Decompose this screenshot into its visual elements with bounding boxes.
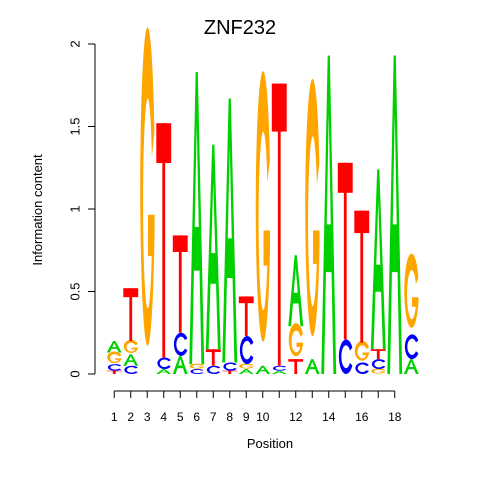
logo-letter-A	[321, 55, 337, 375]
logo-letter-A	[403, 359, 419, 374]
logo-letter-T	[238, 296, 254, 337]
logo-letter-T	[271, 83, 287, 366]
y-tick-label: 0.5	[68, 282, 83, 300]
logo-letter-C	[190, 369, 204, 374]
x-tick-label: 16	[355, 410, 369, 424]
x-tick-label: 3	[144, 410, 151, 424]
logo-letter-T	[205, 349, 221, 366]
y-tick-label: 1.5	[68, 117, 83, 135]
logo-letter-G	[371, 368, 386, 374]
logo-letter-C	[107, 364, 122, 371]
y-tick-label: 1	[68, 205, 83, 212]
x-tick-label: 4	[160, 410, 167, 424]
logo-letter-G	[107, 351, 122, 364]
logo-letter-C	[157, 357, 171, 370]
x-tick-label: 2	[127, 410, 134, 424]
logo-letter-G	[255, 71, 271, 342]
x-tick-label: 7	[210, 410, 217, 424]
logo-letter-G	[189, 363, 205, 369]
logo-letter-T	[106, 370, 122, 374]
logo-letter-A	[123, 354, 139, 366]
logo-letter-G	[288, 323, 304, 357]
y-axis-label: Information content	[30, 154, 45, 266]
logo-letter-C	[355, 362, 369, 374]
logo-letter-G	[354, 340, 370, 361]
logo-letter-T	[354, 210, 370, 343]
chart-title: ZNF232	[204, 17, 276, 39]
logo-letters	[106, 27, 419, 375]
logo-letter-G	[239, 363, 254, 369]
x-axis: 1 2 3 4 5 6 7 8 9 10 12 14 16 18	[111, 390, 402, 424]
logo-letter-C	[223, 362, 237, 371]
logo-letter-A	[271, 370, 287, 374]
x-tick-label: 10	[256, 410, 270, 424]
logo-letter-T	[222, 370, 238, 374]
logo-letter-C	[206, 365, 221, 374]
logo-letter-A	[304, 359, 320, 374]
logo-letter-A	[205, 144, 221, 350]
logo-letter-G	[140, 27, 155, 346]
logo-letter-A	[156, 369, 172, 374]
logo-letter-A	[222, 98, 238, 363]
logo-letter-T	[288, 359, 304, 374]
logo-letter-T	[370, 349, 386, 360]
logo-letter-A	[106, 341, 122, 353]
logo-letter-C	[371, 359, 386, 370]
x-tick-label: 5	[177, 410, 184, 424]
x-tick-label: 14	[322, 410, 336, 424]
logo-letter-A	[387, 55, 403, 375]
y-tick-label: 0	[68, 370, 83, 377]
logo-letter-T	[156, 123, 172, 358]
logo-letter-T	[123, 288, 139, 341]
x-tick-label: 9	[243, 410, 250, 424]
logo-letter-T	[337, 162, 353, 340]
logo-letter-C	[124, 365, 138, 374]
logo-letter-C	[272, 365, 287, 371]
logo-letter-G	[404, 253, 419, 328]
logo-letter-G	[305, 78, 320, 337]
logo-letter-A	[238, 369, 254, 374]
x-tick-label: 12	[289, 410, 303, 424]
y-axis: 0 0.5 1 1.5 2	[68, 40, 96, 378]
logo-letter-C	[338, 339, 353, 374]
logo-letter-G	[123, 339, 139, 354]
x-tick-label: 6	[193, 410, 200, 424]
logo-letter-A	[189, 72, 205, 365]
logo-letter-A	[255, 365, 271, 374]
x-tick-label: 1	[111, 410, 118, 424]
x-axis-label: Position	[247, 436, 293, 451]
y-tick-label: 2	[68, 40, 83, 47]
logo-letter-C	[173, 332, 188, 356]
logo-letter-T	[172, 235, 188, 333]
logo-letter-A	[172, 355, 188, 374]
x-tick-label: 18	[388, 410, 402, 424]
logo-letter-C	[239, 336, 254, 365]
logo-letter-A	[370, 169, 386, 350]
logo-letter-C	[404, 334, 419, 360]
x-tick-label: 8	[226, 410, 233, 424]
logo-letter-A	[288, 255, 304, 327]
